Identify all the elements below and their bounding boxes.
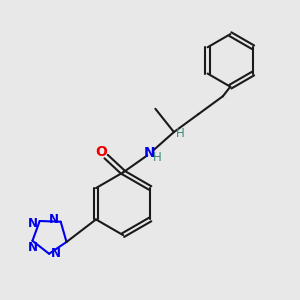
Text: N: N bbox=[28, 217, 38, 230]
Text: N: N bbox=[28, 241, 38, 254]
Text: N: N bbox=[143, 146, 155, 160]
Text: H: H bbox=[176, 127, 185, 140]
Text: N: N bbox=[51, 247, 61, 260]
Text: H: H bbox=[152, 151, 161, 164]
Text: O: O bbox=[96, 145, 108, 159]
Text: N: N bbox=[49, 213, 59, 226]
